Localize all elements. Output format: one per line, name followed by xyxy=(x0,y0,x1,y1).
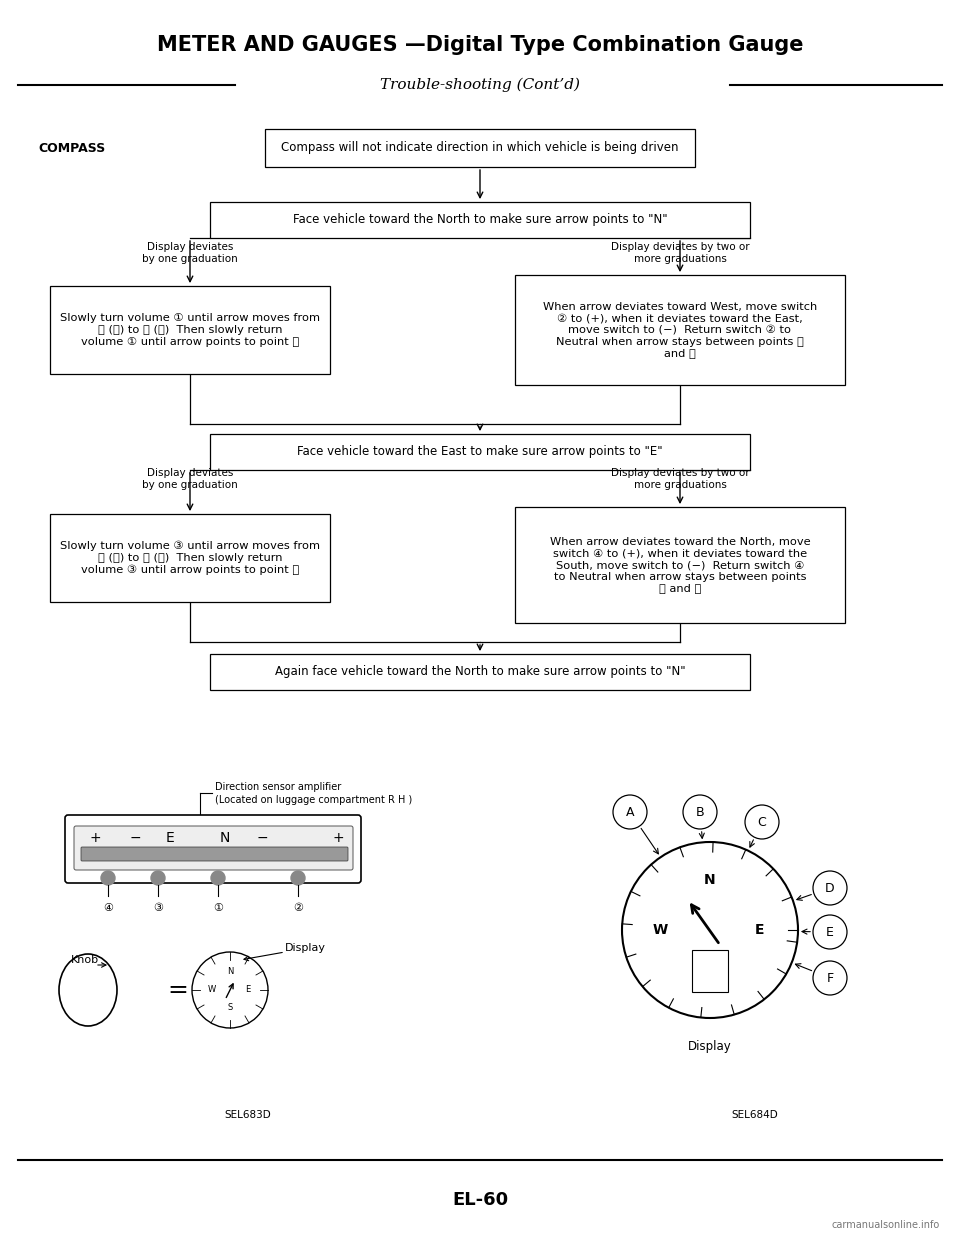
Text: B: B xyxy=(696,805,705,819)
Circle shape xyxy=(211,871,225,884)
FancyBboxPatch shape xyxy=(210,654,750,690)
Text: Display deviates
by one graduation: Display deviates by one graduation xyxy=(142,469,238,490)
FancyBboxPatch shape xyxy=(50,286,330,374)
Text: +: + xyxy=(89,831,101,845)
Text: Direction sensor amplifier: Direction sensor amplifier xyxy=(215,782,341,792)
Text: E: E xyxy=(756,923,765,936)
Text: Slowly turn volume ① until arrow moves from
Ⓐ (Ⓜ) to Ⓜ (Ⓐ)  Then slowly return
v: Slowly turn volume ① until arrow moves f… xyxy=(60,313,320,346)
Text: (Located on luggage compartment R H ): (Located on luggage compartment R H ) xyxy=(215,795,412,805)
Circle shape xyxy=(291,871,305,884)
Text: When arrow deviates toward West, move switch
② to (+), when it deviates toward t: When arrow deviates toward West, move sw… xyxy=(542,302,817,359)
Circle shape xyxy=(151,871,165,884)
Text: D: D xyxy=(826,882,835,894)
Text: F: F xyxy=(827,971,833,985)
Text: ②: ② xyxy=(293,903,303,913)
Text: +: + xyxy=(332,831,344,845)
Text: Face vehicle toward the East to make sure arrow points to "E": Face vehicle toward the East to make sur… xyxy=(298,445,662,459)
Text: S: S xyxy=(228,1003,232,1013)
Text: Compass will not indicate direction in which vehicle is being driven: Compass will not indicate direction in w… xyxy=(281,141,679,155)
Text: METER AND GAUGES —Digital Type Combination Gauge: METER AND GAUGES —Digital Type Combinati… xyxy=(156,35,804,54)
Text: Slowly turn volume ③ until arrow moves from
Ⓓ (Ⓕ) to Ⓕ (Ⓓ)  Then slowly return
v: Slowly turn volume ③ until arrow moves f… xyxy=(60,541,320,575)
Text: N: N xyxy=(220,831,230,845)
Text: A: A xyxy=(626,805,635,819)
Text: S: S xyxy=(705,974,715,987)
Text: E: E xyxy=(166,831,175,845)
FancyBboxPatch shape xyxy=(65,815,361,883)
Text: E: E xyxy=(246,986,251,995)
Text: −: − xyxy=(256,831,268,845)
Text: Display deviates by two or
more graduations: Display deviates by two or more graduati… xyxy=(611,469,750,490)
Text: Again face vehicle toward the North to make sure arrow points to "N": Again face vehicle toward the North to m… xyxy=(275,666,685,679)
Text: Display deviates by two or
more graduations: Display deviates by two or more graduati… xyxy=(611,242,750,263)
Circle shape xyxy=(101,871,115,884)
FancyBboxPatch shape xyxy=(692,950,728,992)
Text: Trouble-shooting (Cont’d): Trouble-shooting (Cont’d) xyxy=(380,78,580,93)
Text: Display: Display xyxy=(688,1040,732,1053)
Text: N: N xyxy=(705,873,716,887)
FancyBboxPatch shape xyxy=(50,515,330,602)
FancyBboxPatch shape xyxy=(515,275,845,385)
FancyBboxPatch shape xyxy=(74,826,353,870)
Text: ④: ④ xyxy=(103,903,113,913)
Text: EL-60: EL-60 xyxy=(452,1191,508,1209)
FancyBboxPatch shape xyxy=(210,202,750,238)
Text: SEL684D: SEL684D xyxy=(732,1110,779,1119)
Text: Face vehicle toward the North to make sure arrow points to "N": Face vehicle toward the North to make su… xyxy=(293,214,667,226)
Text: ③: ③ xyxy=(153,903,163,913)
Text: Display: Display xyxy=(285,943,326,952)
FancyBboxPatch shape xyxy=(210,434,750,470)
Text: W: W xyxy=(653,923,667,936)
Text: −: − xyxy=(130,831,141,845)
Text: When arrow deviates toward the North, move
switch ④ to (+), when it deviates tow: When arrow deviates toward the North, mo… xyxy=(550,537,810,594)
Text: carmanualsonline.info: carmanualsonline.info xyxy=(831,1220,940,1230)
Text: Knob: Knob xyxy=(71,955,99,965)
Text: C: C xyxy=(757,815,766,829)
Text: W: W xyxy=(208,986,216,995)
FancyBboxPatch shape xyxy=(265,129,695,167)
Text: E: E xyxy=(826,925,834,939)
Text: N: N xyxy=(227,967,233,976)
Text: =: = xyxy=(168,978,188,1002)
FancyBboxPatch shape xyxy=(81,847,348,861)
Text: ①: ① xyxy=(213,903,223,913)
FancyBboxPatch shape xyxy=(515,507,845,623)
Text: COMPASS: COMPASS xyxy=(38,141,106,155)
Text: SEL683D: SEL683D xyxy=(225,1110,272,1119)
Text: Display deviates
by one graduation: Display deviates by one graduation xyxy=(142,242,238,263)
